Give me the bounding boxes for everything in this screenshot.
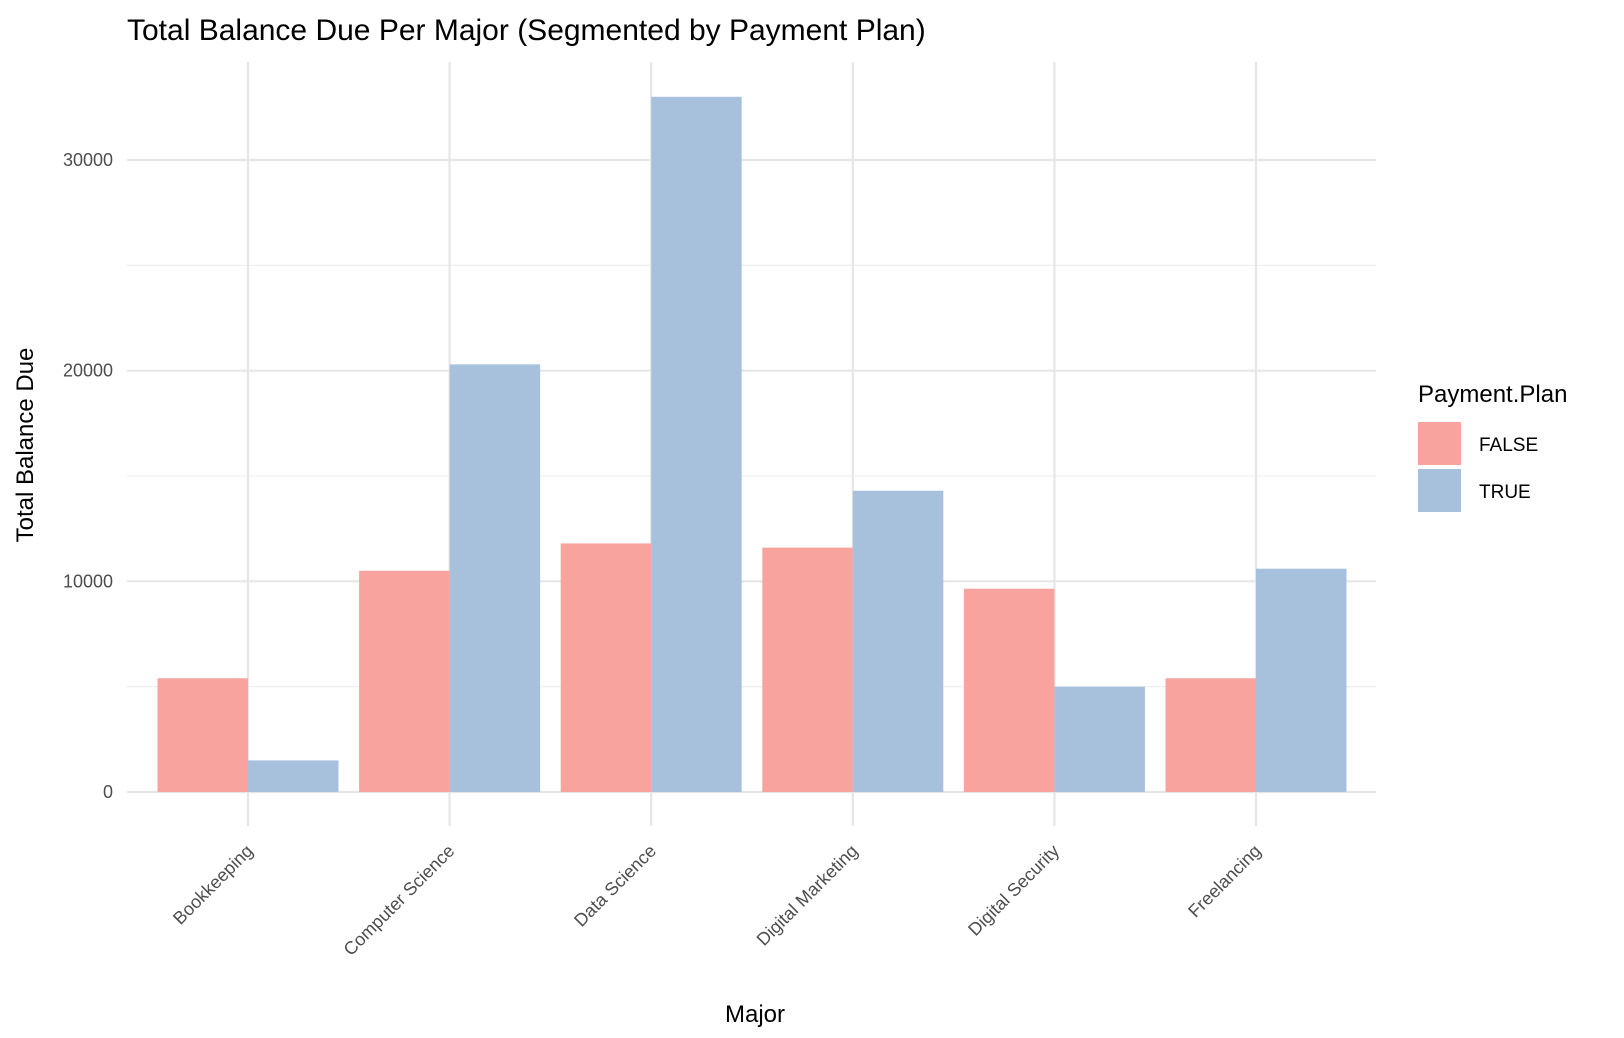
bar-true-digital-marketing bbox=[852, 490, 944, 792]
legend: Payment.Plan FALSE TRUE bbox=[1418, 381, 1567, 512]
x-tick-label: Digital Security bbox=[964, 841, 1063, 940]
x-tick-label: Digital Marketing bbox=[753, 841, 862, 950]
legend-swatch-false bbox=[1418, 422, 1461, 465]
legend-label-false: FALSE bbox=[1479, 435, 1538, 456]
x-tick-label: Bookkeeping bbox=[169, 841, 257, 929]
y-tick-label: 0 bbox=[103, 782, 113, 802]
bar-false-bookkeeping bbox=[157, 678, 248, 792]
x-tick-label: Computer Science bbox=[340, 841, 459, 960]
x-tick-label: Data Science bbox=[570, 841, 660, 931]
y-axis-title: Total Balance Due bbox=[12, 348, 39, 543]
x-tick-labels: Bookkeeping Computer Science Data Science D… bbox=[169, 841, 1265, 960]
y-tick-label: 30000 bbox=[63, 150, 113, 170]
y-tick-label: 10000 bbox=[63, 571, 113, 591]
y-tick-labels: 0 10000 20000 30000 bbox=[63, 150, 113, 802]
bar-true-bookkeeping bbox=[248, 760, 339, 792]
bar-true-computer-science bbox=[449, 364, 541, 792]
legend-label-true: TRUE bbox=[1479, 482, 1531, 503]
bar-false-freelancing bbox=[1165, 678, 1256, 792]
y-tick-label: 20000 bbox=[63, 361, 113, 381]
bar-false-digital-security bbox=[963, 588, 1055, 792]
legend-swatch-true bbox=[1418, 469, 1461, 512]
x-axis-title: Major bbox=[725, 1001, 785, 1028]
legend-title: Payment.Plan bbox=[1418, 381, 1567, 408]
x-tick-label: Freelancing bbox=[1184, 841, 1265, 922]
bar-false-digital-marketing bbox=[762, 547, 853, 792]
bar-false-computer-science bbox=[359, 570, 450, 792]
chart-title: Total Balance Due Per Major (Segmented b… bbox=[127, 14, 926, 47]
bar-false-data-science bbox=[560, 543, 652, 792]
bar-true-digital-security bbox=[1054, 686, 1145, 792]
bar-true-data-science bbox=[651, 96, 742, 793]
bars bbox=[157, 96, 1347, 793]
bar-true-freelancing bbox=[1256, 568, 1347, 792]
